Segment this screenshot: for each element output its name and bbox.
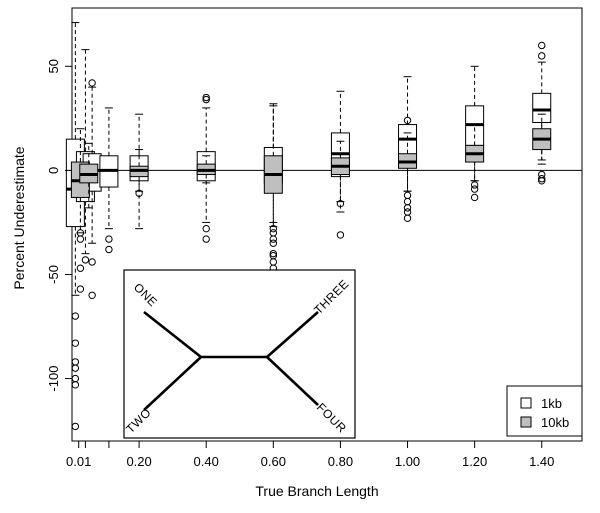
y-tick-label: 50 xyxy=(46,59,61,73)
box-1kb xyxy=(99,107,119,254)
outlier-point xyxy=(76,235,85,243)
outlier-point xyxy=(538,52,546,60)
outlier-point xyxy=(81,256,90,264)
x-tick-label: 1.00 xyxy=(395,454,420,469)
outlier-point xyxy=(202,93,210,102)
legend: 1kb 10kb xyxy=(506,385,583,437)
outlier-point xyxy=(88,291,96,299)
legend-label-1kb: 1kb xyxy=(541,396,562,411)
x-tick-label: 0.01 xyxy=(66,454,91,469)
x-tick-label: 1.40 xyxy=(529,454,554,469)
outlier-point xyxy=(269,249,278,258)
box-1kb xyxy=(465,65,485,202)
y-tick-label: -50 xyxy=(46,265,61,284)
boxplot-series xyxy=(65,22,552,431)
x-tick-label: 0.20 xyxy=(126,454,151,469)
box-10kb xyxy=(129,149,149,197)
outlier-point xyxy=(403,197,412,206)
outlier-point xyxy=(76,264,85,272)
outlier-point xyxy=(470,193,479,202)
outlier-point xyxy=(105,235,113,243)
outlier-point xyxy=(88,258,96,266)
outlier-point xyxy=(71,422,80,431)
outlier-point xyxy=(135,189,143,197)
outlier-point xyxy=(71,358,80,366)
box-10kb xyxy=(398,132,418,192)
box-10kb xyxy=(196,155,216,184)
outlier-point xyxy=(71,374,80,383)
legend-swatch-10kb xyxy=(520,416,532,428)
outlier-point xyxy=(470,181,479,189)
box-10kb xyxy=(263,105,283,272)
outlier-point xyxy=(202,224,210,233)
x-axis-title: True Branch Length xyxy=(255,483,378,499)
x-axis: 0.01 0.20 0.40 0.60 0.80 1.00 1.20 1.40 xyxy=(66,441,554,469)
box-10kb xyxy=(532,113,552,183)
legend-frame xyxy=(506,385,583,437)
legend-swatch-1kb xyxy=(520,397,532,409)
x-tick-label: 1.20 xyxy=(462,454,487,469)
outlier-point xyxy=(403,204,412,212)
outlier-point xyxy=(71,381,80,389)
box-1kb xyxy=(398,76,418,222)
outlier-point xyxy=(403,116,412,125)
y-tick-label: 0 xyxy=(46,167,61,174)
x-tick-label: 0.60 xyxy=(261,454,286,469)
outlier-point xyxy=(538,175,546,183)
inset-frame xyxy=(123,269,356,439)
outlier-point xyxy=(336,199,345,208)
outlier-point xyxy=(269,252,278,260)
y-axis: 50 0 -50 -100 xyxy=(46,59,72,392)
outlier-point xyxy=(269,258,278,266)
outlier-point xyxy=(470,185,479,193)
outlier-point xyxy=(538,177,546,185)
outlier-point xyxy=(269,224,278,233)
box-iqr xyxy=(532,92,552,123)
y-axis-title: Percent Underestimate xyxy=(11,146,27,289)
legend-label-10kb: 10kb xyxy=(541,415,569,430)
box-1kb xyxy=(65,22,85,431)
outlier-point xyxy=(269,229,278,237)
outlier-point xyxy=(336,231,345,239)
inset-tree-diagram: ONE TWO THREE FOUR xyxy=(123,269,356,439)
tree-branch-three xyxy=(266,311,319,358)
outlier-point xyxy=(403,214,412,222)
tree-branch-one xyxy=(143,310,202,359)
x-tick-label: 0.80 xyxy=(328,454,353,469)
outlier-point xyxy=(105,245,113,254)
outlier-point xyxy=(403,208,412,216)
outlier-point xyxy=(269,239,278,247)
outlier-point xyxy=(71,339,80,347)
y-tick-label: -100 xyxy=(46,366,61,392)
outlier-point xyxy=(202,95,210,104)
outlier-point xyxy=(71,312,80,320)
box-10kb xyxy=(330,140,350,208)
box-1kb xyxy=(532,41,552,185)
box-10kb xyxy=(465,124,485,189)
tree-branch-four xyxy=(266,356,319,406)
outlier-point xyxy=(403,191,412,200)
outlier-point xyxy=(71,364,80,372)
outlier-point xyxy=(538,41,546,50)
outlier-point xyxy=(88,79,96,87)
tree-branch-two xyxy=(143,356,202,411)
x-tick-label: 0.40 xyxy=(194,454,219,469)
box-10kb xyxy=(79,142,99,209)
outlier-point xyxy=(202,235,210,243)
outlier-point xyxy=(76,285,85,293)
